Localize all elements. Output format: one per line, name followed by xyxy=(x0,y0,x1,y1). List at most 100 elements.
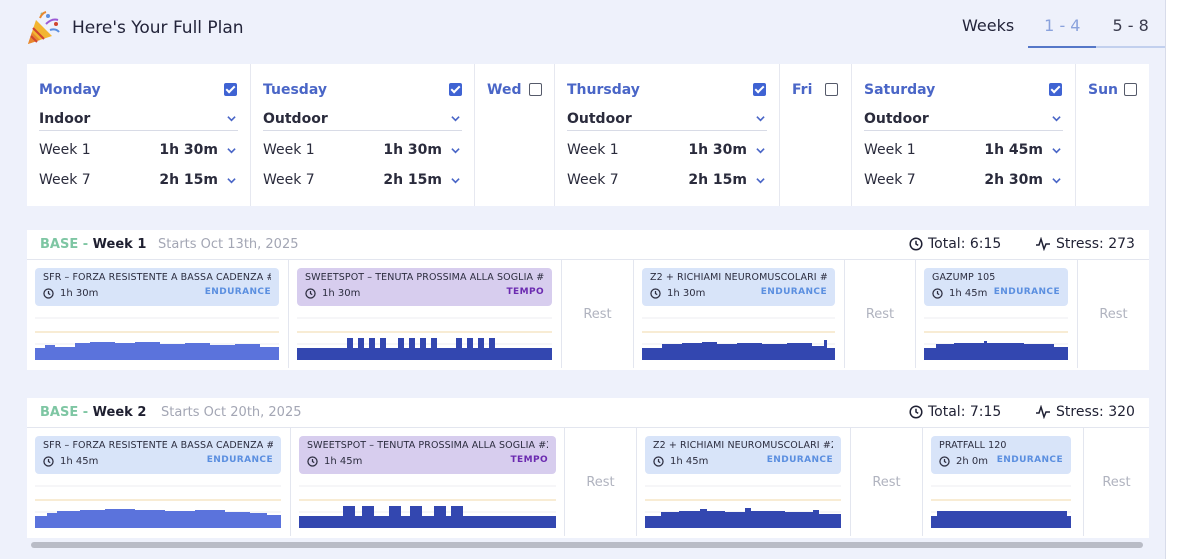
workout-profile-chart xyxy=(35,317,279,360)
workout-type-badge: TEMPO xyxy=(510,455,548,465)
workout-card[interactable]: SFR – FORZA RESISTENTE A BASSA CADENZA #… xyxy=(35,436,281,474)
duration-select-week-7[interactable]: Week 7 2h 15m xyxy=(263,172,462,192)
horizontal-scrollbar[interactable] xyxy=(27,539,1149,551)
workout-cell-tuesday[interactable]: SWEETSPOT – TENUTA PROSSIMA ALLA SOGLIA … xyxy=(291,428,565,536)
workout-card[interactable]: GAZUMP 105 1h 45m ENDURANCE xyxy=(924,268,1068,306)
weeks-label: Weeks xyxy=(962,16,1015,35)
duration-select-week-7[interactable]: Week 7 2h 15m xyxy=(39,172,238,192)
workout-cell-saturday[interactable]: PRATFALL 120 2h 0m ENDURANCE xyxy=(923,428,1084,536)
workout-meta: 1h 30m TEMPO xyxy=(305,286,544,300)
checkbox-icon[interactable] xyxy=(529,83,542,96)
duration-select-week-1[interactable]: Week 1 1h 30m xyxy=(567,142,767,162)
workout-meta: 1h 30m ENDURANCE xyxy=(650,286,827,300)
workout-duration: 1h 45m xyxy=(949,287,988,299)
workout-meta: 1h 45m ENDURANCE xyxy=(653,454,833,468)
workout-card[interactable]: Z2 + RICHIAMI NEUROMUSCOLARI #1 1h 30m E… xyxy=(642,268,835,306)
duration-select-week-7[interactable]: Week 7 2h 15m xyxy=(567,172,767,192)
duration-select-week-1[interactable]: Week 1 1h 45m xyxy=(864,142,1063,162)
mode-select[interactable]: Indoor xyxy=(39,111,238,131)
rest-day-wednesday: Rest xyxy=(565,428,637,536)
chevron-down-icon xyxy=(451,148,460,154)
row-label: Week 1 xyxy=(263,142,315,158)
chevron-down-icon xyxy=(451,116,460,122)
outer-margin xyxy=(1166,0,1202,559)
chevron-down-icon xyxy=(1052,148,1061,154)
workout-duration: 1h 45m xyxy=(60,455,99,467)
workout-card[interactable]: SWEETSPOT – TENUTA PROSSIMA ALLA SOGLIA … xyxy=(299,436,556,474)
workout-card[interactable]: PRATFALL 120 2h 0m ENDURANCE xyxy=(931,436,1071,474)
day-column-friday: Fri xyxy=(780,64,852,206)
checkbox-icon[interactable] xyxy=(825,83,838,96)
mode-select[interactable]: Outdoor xyxy=(263,111,462,131)
workout-type-badge: ENDURANCE xyxy=(760,287,827,297)
plan-page: Here's Your Full Plan Weeks 1 - 4 5 - 8 … xyxy=(0,0,1166,559)
day-name: Thursday xyxy=(567,82,640,98)
chevron-down-icon xyxy=(227,116,236,122)
phase-label: BASE - Week 2 xyxy=(40,405,146,420)
workout-card[interactable]: SFR – FORZA RESISTENTE A BASSA CADENZA #… xyxy=(35,268,279,306)
clock-icon xyxy=(307,455,318,467)
duration-select-week-1[interactable]: Week 1 1h 30m xyxy=(263,142,462,162)
mode-select[interactable]: Outdoor xyxy=(864,111,1063,131)
week-days-row: SFR – FORZA RESISTENTE A BASSA CADENZA #… xyxy=(27,260,1149,368)
row-label: Week 1 xyxy=(864,142,916,158)
total-text: Total: 6:15 xyxy=(928,236,1002,252)
clock-icon xyxy=(43,455,54,467)
workout-cell-thursday[interactable]: Z2 + RICHIAMI NEUROMUSCOLARI #1 1h 30m E… xyxy=(634,260,845,368)
checkbox-icon[interactable] xyxy=(753,83,766,96)
clock-icon xyxy=(653,455,664,467)
workout-cell-monday[interactable]: SFR – FORZA RESISTENTE A BASSA CADENZA #… xyxy=(27,428,291,536)
stress-text: Stress: 320 xyxy=(1056,404,1135,420)
mode-value: Outdoor xyxy=(263,111,328,127)
workout-title: GAZUMP 105 xyxy=(932,272,996,283)
mode-value: Outdoor xyxy=(567,111,632,127)
workout-cell-tuesday[interactable]: SWEETSPOT – TENUTA PROSSIMA ALLA SOGLIA … xyxy=(289,260,562,368)
duration-select-week-1[interactable]: Week 1 1h 30m xyxy=(39,142,238,162)
checkbox-icon[interactable] xyxy=(1124,83,1137,96)
workout-title: Z2 + RICHIAMI NEUROMUSCOLARI #2 xyxy=(653,440,833,451)
mode-select[interactable]: Outdoor xyxy=(567,111,767,131)
week-total: Total: 7:15 xyxy=(909,404,1001,420)
row-label: Week 7 xyxy=(567,172,619,188)
chevron-down-icon xyxy=(756,116,765,122)
workout-card[interactable]: Z2 + RICHIAMI NEUROMUSCOLARI #2 1h 45m E… xyxy=(645,436,841,474)
workout-cell-saturday[interactable]: GAZUMP 105 1h 45m ENDURANCE xyxy=(916,260,1078,368)
page-title: Here's Your Full Plan xyxy=(72,18,244,38)
workout-type-badge: ENDURANCE xyxy=(206,455,273,465)
checkbox-icon[interactable] xyxy=(449,83,462,96)
tab-weeks-5-8[interactable]: 5 - 8 xyxy=(1096,14,1165,48)
clock-icon xyxy=(939,455,950,467)
checkbox-icon[interactable] xyxy=(224,83,237,96)
day-column-thursday: Thursday Outdoor Week 1 1h 30m Week 7 2h… xyxy=(555,64,780,206)
day-config-panel: Monday Indoor Week 1 1h 30m Week 7 2h 15… xyxy=(27,64,1149,206)
week-label: Week 1 xyxy=(92,237,147,252)
workout-card[interactable]: SWEETSPOT – TENUTA PROSSIMA ALLA SOGLIA … xyxy=(297,268,552,306)
workout-profile-chart xyxy=(931,485,1071,528)
scrollbar-thumb[interactable] xyxy=(31,542,1143,548)
workout-duration: 1h 45m xyxy=(670,455,709,467)
tab-weeks-1-4[interactable]: 1 - 4 xyxy=(1028,14,1097,48)
workout-cell-monday[interactable]: SFR – FORZA RESISTENTE A BASSA CADENZA #… xyxy=(27,260,289,368)
weeks-tabs: Weeks 1 - 4 5 - 8 xyxy=(962,14,1165,48)
checkbox-icon[interactable] xyxy=(1049,83,1062,96)
page-header: Here's Your Full Plan xyxy=(26,10,244,46)
day-name: Tuesday xyxy=(263,82,327,98)
week-stress: Stress: 320 xyxy=(1035,404,1135,420)
workout-meta: 2h 0m ENDURANCE xyxy=(939,454,1063,468)
mode-value: Outdoor xyxy=(864,111,929,127)
workout-title: Z2 + RICHIAMI NEUROMUSCOLARI #1 xyxy=(650,272,827,283)
phase-name: BASE - xyxy=(40,237,89,252)
week-stress: Stress: 273 xyxy=(1035,236,1135,252)
day-name: Sun xyxy=(1088,82,1119,98)
week-header: BASE - Week 2 Starts Oct 20th, 2025 Tota… xyxy=(27,398,1149,428)
duration-select-week-7[interactable]: Week 7 2h 30m xyxy=(864,172,1063,192)
chevron-down-icon xyxy=(756,178,765,184)
workout-duration: 1h 30m xyxy=(667,287,706,299)
chevron-down-icon xyxy=(1052,178,1061,184)
workout-profile-chart xyxy=(924,317,1068,360)
workout-cell-thursday[interactable]: Z2 + RICHIAMI NEUROMUSCOLARI #2 1h 45m E… xyxy=(637,428,851,536)
row-duration: 2h 15m xyxy=(159,172,218,188)
workout-title: SWEETSPOT – TENUTA PROSSIMA ALLA SOGLIA … xyxy=(305,272,544,283)
workout-duration: 2h 0m xyxy=(956,455,988,467)
chevron-down-icon xyxy=(227,148,236,154)
